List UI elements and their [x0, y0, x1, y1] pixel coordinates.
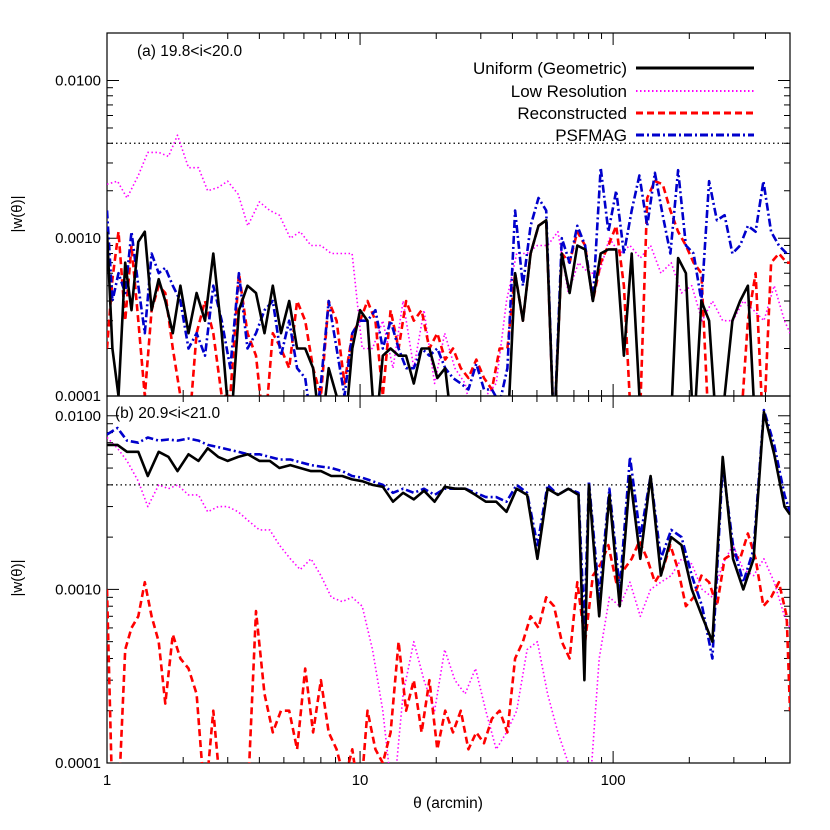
legend-label-uniform-geometric: Uniform (Geometric): [473, 59, 627, 78]
series-line-low-resolution: [107, 436, 790, 763]
series-line-uniform-geometric: [107, 410, 790, 682]
panel-b-ytick-labels: 0.0001 0.0010 0.0100: [55, 408, 101, 772]
series-line-psfmag: [107, 166, 790, 396]
y-tick-label: 0.0010: [55, 230, 101, 247]
panel-a-frame: [106, 32, 791, 397]
panel-a-ylabel: |w(θ)|: [9, 196, 26, 233]
legend-label-psfmag: PSFMAG: [555, 126, 627, 145]
legend: Uniform (Geometric) Low Resolution Reconst…: [473, 59, 754, 145]
panel-b-ylabel: |w(θ)|: [9, 560, 26, 597]
legend-label-low-resolution: Low Resolution: [511, 82, 627, 101]
x-tick-label: 1: [103, 772, 111, 789]
series-line-reconstructed: [107, 179, 790, 396]
panel-b-ticks: [106, 396, 791, 764]
panel-a: 0.0001 0.0010 0.0100 (a) 19.8<i<20.0 |w(θ)…: [9, 32, 791, 405]
series-line-reconstructed: [107, 532, 790, 763]
y-tick-label: 0.0100: [55, 408, 101, 425]
series-line-psfmag: [107, 408, 790, 660]
panel-b-title: (b) 20.9<i<21.0: [115, 405, 221, 422]
x-tick-label: 100: [601, 772, 626, 789]
panel-a-title: (a) 19.8<i<20.0: [137, 43, 243, 60]
y-tick-label: 0.0001: [55, 755, 101, 772]
x-tick-label: 10: [352, 772, 369, 789]
y-tick-label: 0.0100: [55, 72, 101, 89]
panel-b: 0.0001 0.0010 0.0100 1 10 100 (b) 20.9<i<21.…: [9, 395, 791, 812]
y-tick-label: 0.0001: [55, 388, 101, 405]
panel-b-series: [107, 408, 790, 763]
panel-a-ytick-labels: 0.0001 0.0010 0.0100: [55, 72, 101, 405]
legend-label-reconstructed: Reconstructed: [517, 104, 627, 123]
y-tick-label: 0.0010: [55, 581, 101, 598]
panel-b-frame: [106, 395, 791, 764]
panel-b-xlabel: θ (arcmin): [413, 795, 483, 812]
panel-b-xtick-labels: 1 10 100: [103, 772, 626, 789]
panel-a-series: [107, 134, 790, 396]
series-line-uniform-geometric: [107, 219, 755, 396]
panel-a-ticks: [106, 32, 791, 397]
